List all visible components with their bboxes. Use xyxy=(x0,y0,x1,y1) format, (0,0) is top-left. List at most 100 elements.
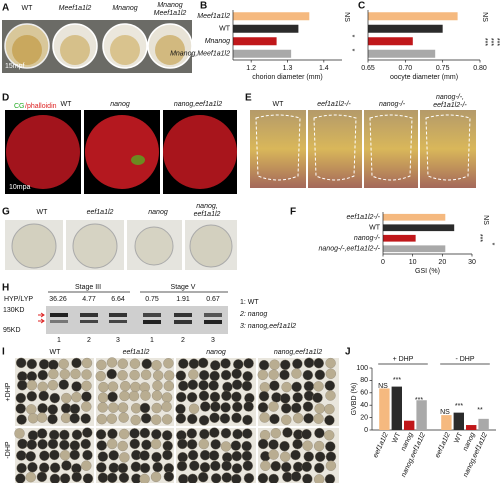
oocyte xyxy=(303,381,315,392)
y-tick-label: 60 xyxy=(360,390,368,397)
oocyte xyxy=(325,368,336,379)
oocyte-photos xyxy=(14,357,339,483)
oocyte xyxy=(140,413,152,424)
oocyte xyxy=(117,358,128,369)
oocyte xyxy=(27,430,39,441)
time-label: 10mpa xyxy=(9,184,31,191)
oocyte xyxy=(199,462,211,473)
ratio-label: HYP/LYP xyxy=(4,296,33,303)
caption: WT xyxy=(61,101,73,108)
x-tick-label: eef1a1l2 xyxy=(372,432,390,459)
panel-label: H xyxy=(2,283,9,294)
caption: eef1a1l2 xyxy=(123,349,150,356)
x-tick-label: 1.2 xyxy=(246,65,256,72)
bar xyxy=(416,400,427,430)
oocyte xyxy=(313,413,324,424)
oocyte xyxy=(187,413,198,425)
oocyte xyxy=(97,402,108,413)
oocyte xyxy=(49,449,60,461)
oocyte xyxy=(151,390,163,401)
oocyte xyxy=(268,401,279,412)
oocyte xyxy=(27,412,39,424)
stain-label: CG xyxy=(14,103,25,110)
oocyte xyxy=(290,449,301,461)
oocyte xyxy=(198,370,210,381)
oocyte xyxy=(221,390,232,401)
oocyte xyxy=(175,370,187,381)
oocyte xyxy=(58,379,69,390)
oocyte xyxy=(81,460,92,471)
oocyte xyxy=(95,370,106,382)
y-tick-label: 80 xyxy=(360,377,368,384)
row-label: -DHP xyxy=(5,441,12,458)
oocyte xyxy=(129,358,141,369)
category-label: WT xyxy=(369,225,381,232)
oocyte xyxy=(197,357,209,369)
oocyte xyxy=(282,471,293,483)
oocyte xyxy=(70,368,81,380)
panel-label: G xyxy=(2,207,10,218)
oocyte xyxy=(280,451,291,462)
oocyte xyxy=(161,392,173,403)
oocyte xyxy=(242,371,253,382)
oocyte xyxy=(95,429,107,440)
bar xyxy=(466,425,477,430)
panel-label: A xyxy=(2,3,9,14)
oocyte xyxy=(81,391,92,402)
oocyte xyxy=(325,390,336,401)
oocyte xyxy=(16,450,27,461)
oocyte xyxy=(187,473,198,483)
oocyte xyxy=(49,473,61,483)
oocyte xyxy=(232,401,243,413)
bar xyxy=(453,412,464,430)
bar xyxy=(383,224,455,232)
oocyte xyxy=(69,449,80,461)
x-axis-label: chorion diameter (mm) xyxy=(252,74,322,81)
bar xyxy=(233,12,310,21)
group-label: - DHP xyxy=(455,356,474,363)
oocyte xyxy=(26,371,38,382)
oocyte xyxy=(233,359,244,370)
oocyte xyxy=(117,402,129,413)
oocyte xyxy=(290,471,302,482)
category-label: WT xyxy=(219,26,231,33)
oocyte xyxy=(221,460,232,472)
significance: NS xyxy=(440,409,450,416)
oocyte xyxy=(232,428,243,440)
oocyte xyxy=(80,438,91,450)
oocyte xyxy=(220,428,232,439)
oocyte xyxy=(139,462,151,474)
oocyte xyxy=(231,450,242,462)
oocyte xyxy=(59,368,71,380)
oocyte xyxy=(71,381,82,392)
oocyte xyxy=(314,369,326,380)
panel-label: I xyxy=(2,347,5,358)
oocyte xyxy=(219,413,231,424)
significance: *** xyxy=(476,234,483,242)
oocyte xyxy=(140,390,151,401)
oocyte xyxy=(209,391,221,403)
significance: NS xyxy=(481,12,488,22)
category-label: Meef1a1l2 xyxy=(197,13,230,20)
oocyte xyxy=(69,440,81,451)
oocyte xyxy=(178,473,189,483)
oocyte xyxy=(243,358,254,369)
oocyte xyxy=(151,360,162,371)
oocyte xyxy=(117,462,129,474)
x-tick-label: 0.65 xyxy=(361,65,375,72)
bar xyxy=(368,12,458,21)
oocyte xyxy=(177,438,188,450)
oocyte xyxy=(26,404,37,415)
oocyte xyxy=(268,439,279,450)
oocyte xyxy=(281,381,292,393)
bar xyxy=(233,24,299,33)
oocyte xyxy=(140,369,152,380)
oocyte xyxy=(15,403,26,414)
caption: nanog,eef1a1l2 xyxy=(274,349,322,356)
oocyte xyxy=(38,359,50,370)
oocyte xyxy=(161,414,173,425)
oocyte xyxy=(188,369,199,380)
oocyte xyxy=(302,440,313,451)
oocyte xyxy=(209,412,220,423)
oocyte xyxy=(242,460,253,471)
